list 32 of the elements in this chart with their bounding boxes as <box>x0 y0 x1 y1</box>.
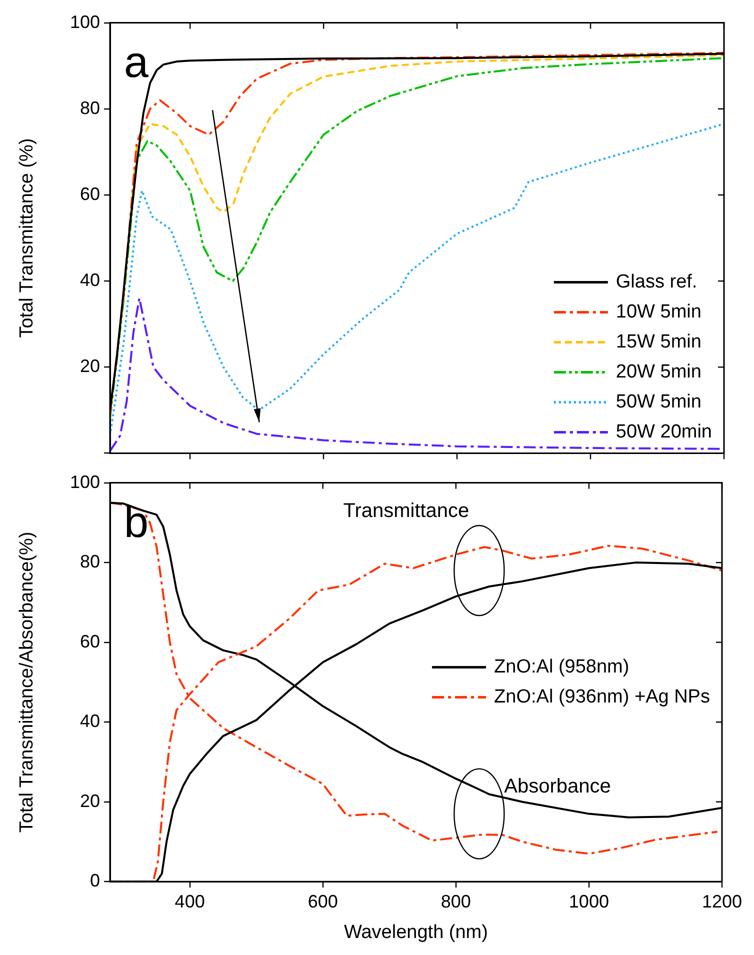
y-tick-label: 20 <box>80 356 100 376</box>
legend-label: 50W 20min <box>616 421 712 442</box>
y-tick-label: 40 <box>80 711 100 732</box>
x-tick-label: 1200 <box>702 891 742 912</box>
y-tick-label: 80 <box>80 552 100 572</box>
y-tick-label: 20 <box>80 790 100 811</box>
annotation: b <box>124 498 148 547</box>
legend-label: 20W 5min <box>616 361 702 382</box>
x-tick-label: 1000 <box>568 891 609 912</box>
y-tick-label: 80 <box>80 98 100 118</box>
legend-label: 10W 5min <box>616 301 702 322</box>
annotation: Transmittance <box>343 500 470 522</box>
y-axis-title: Total Transmittance/Absorbance(%) <box>16 532 38 833</box>
x-tick-label: 600 <box>308 891 338 912</box>
annotation: Absorbance <box>504 775 611 798</box>
y-tick-label: 100 <box>70 472 100 492</box>
y-tick-label: 60 <box>80 631 100 652</box>
y-tick-label: 100 <box>70 12 100 32</box>
annotation: a <box>124 38 149 87</box>
y-tick-label: 40 <box>80 270 100 290</box>
x-axis-title: Wavelength (nm) <box>344 922 488 943</box>
legend-label: Glass ref. <box>616 271 698 292</box>
legend-label: 50W 5min <box>616 391 702 412</box>
legend-label: 15W 5min <box>616 331 702 352</box>
y-tick-label: 60 <box>80 184 100 204</box>
legend-label: ZnO:Al (936nm) +Ag NPs <box>494 686 710 708</box>
line-series <box>110 122 724 437</box>
y-axis-title: Total Transmittance (%) <box>16 138 38 338</box>
legend-label: ZnO:Al (958nm) <box>494 656 630 678</box>
x-tick-label: 800 <box>440 891 471 912</box>
y-tick-label: 0 <box>90 870 100 891</box>
x-tick-label: 400 <box>174 891 205 912</box>
